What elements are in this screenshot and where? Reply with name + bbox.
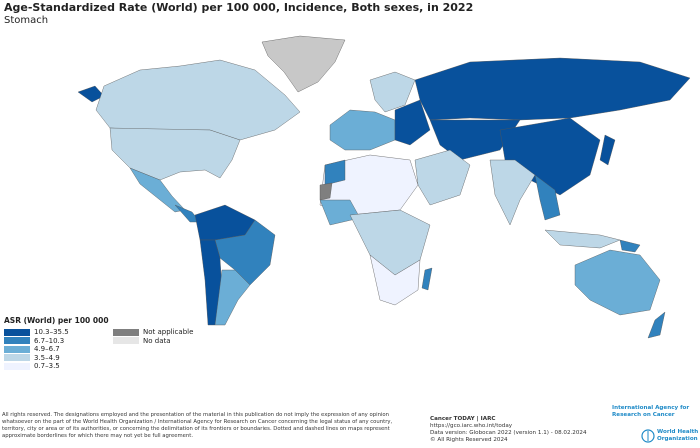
legend-label: Not applicable [143,328,194,336]
region-indonesia [544,229,621,249]
region-morocco [324,159,346,186]
map-subtitle: Stomach [4,15,49,26]
legend-label: 6.7–10.3 [34,336,65,345]
source-title: Cancer TODAY | IARC [430,416,496,422]
legend-swatch [4,337,30,345]
legend-swatch [4,345,30,353]
legend-label: 10.3–35.5 [34,328,69,336]
who-logo-text: World Health Organization [657,429,699,442]
region-new-zealand [647,311,666,339]
region-usa [109,127,241,181]
legend-swatch [4,354,30,362]
source-info: Cancer TODAY | IARC https://gco.iarc.who… [430,416,587,444]
region-papua [619,239,641,253]
legend-title: ASR (World) per 100 000 [4,316,109,325]
region-japan [599,134,616,166]
legend-label: No data [143,336,171,345]
data-version: Data version: Globocan 2022 (version 1.1… [430,430,587,436]
legend-label: 0.7–3.5 [34,362,60,370]
who-logo: World Health Organization [641,429,700,443]
legend-item: Not applicable [113,328,193,337]
legend-other: Not applicable No data [113,328,193,345]
region-western-sahara [319,182,333,201]
legend-item: 4.9–6.7 [4,345,109,354]
region-australia [574,249,661,316]
legend-swatch [4,328,30,336]
region-southeast-asia [534,174,561,221]
legend: ASR (World) per 100 000 10.3–35.5 6.7–10… [4,316,109,371]
legend-item: 10.3–35.5 [4,328,109,337]
who-emblem-icon [641,429,655,443]
legend-item: 3.5–4.9 [4,354,109,363]
iarc-logo: International Agency for Research on Can… [612,405,690,418]
legend-item: 6.7–10.3 [4,337,109,346]
world-map [77,35,691,339]
region-russia [414,57,691,121]
legend-label: 3.5–4.9 [34,353,60,362]
region-eastern-europe [394,99,431,146]
legend-swatch [4,362,30,370]
region-southern-africa [369,254,421,306]
region-mexico [129,167,186,213]
region-scandinavia [369,71,416,113]
map-title: Age-Standardized Rate (World) per 100 00… [4,1,474,14]
legend-label: 4.9–6.7 [34,345,60,353]
legend-swatch [113,337,139,345]
region-madagascar [421,267,433,291]
legend-swatch [113,328,139,336]
region-india [489,159,536,226]
region-central-asia [429,119,521,161]
region-canada [95,59,301,141]
region-europe-west [329,109,396,151]
rights: © All Rights Reserved 2024 [430,437,508,443]
legend-item: No data [113,337,193,346]
legend-item: 0.7–3.5 [4,362,109,371]
region-brazil [214,219,276,286]
region-argentina [214,269,251,326]
region-greenland [261,35,346,93]
disclaimer: All rights reserved. The designations em… [2,412,393,439]
source-url[interactable]: https://gco.iarc.who.int/today [430,423,513,429]
